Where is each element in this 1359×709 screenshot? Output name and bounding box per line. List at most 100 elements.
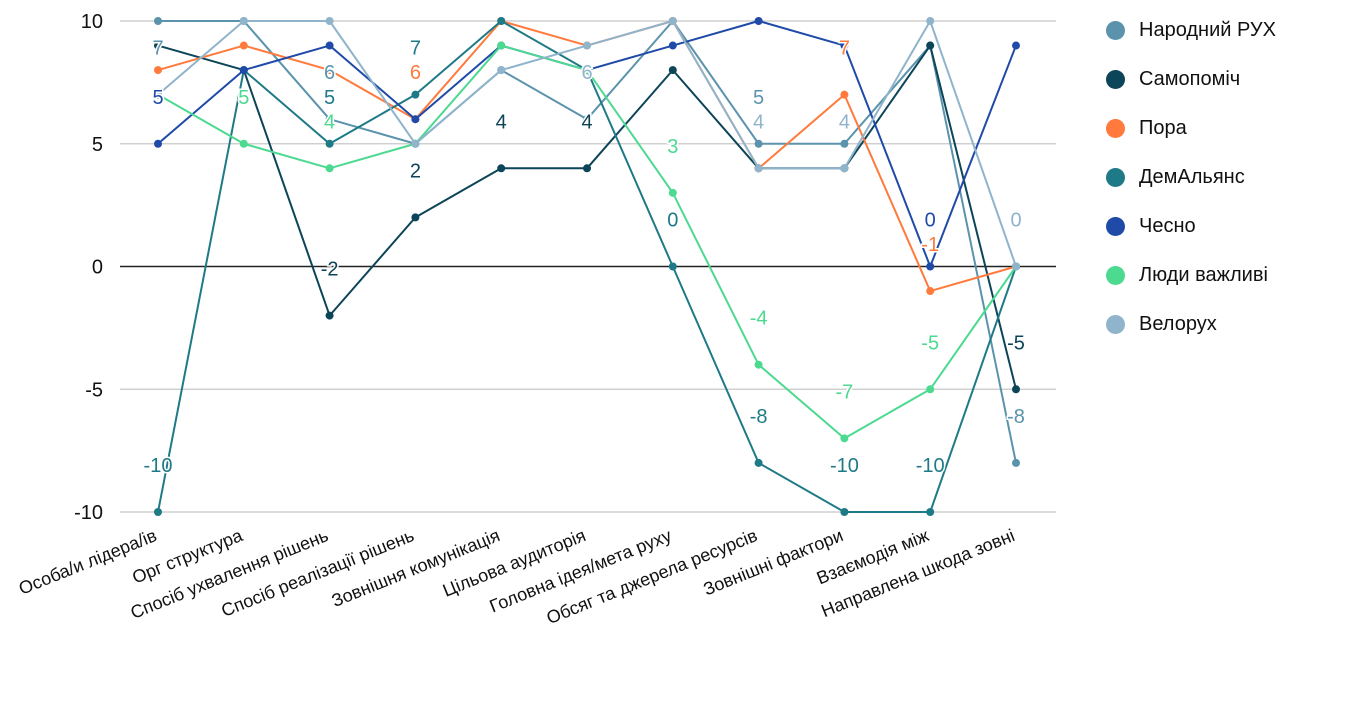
undefined: [497, 17, 506, 25]
legend-swatch: [1106, 119, 1125, 138]
undefined: [157, 44, 1017, 390]
data-label: -2: [321, 259, 339, 281]
data-label: 5: [324, 87, 335, 109]
y-tick-label: -5: [85, 379, 103, 401]
y-tick-label: 5: [92, 134, 103, 156]
data-label: 4: [839, 111, 850, 133]
legend-label: ДемАльянс: [1139, 166, 1245, 188]
data-label: 6: [581, 62, 592, 84]
legend-swatch: [1106, 217, 1125, 236]
undefined: [497, 41, 506, 50]
data-label: -7: [836, 381, 854, 403]
legend-swatch: [1106, 21, 1125, 40]
undefined: [325, 66, 334, 75]
data-label: -10: [144, 455, 173, 477]
data-label: -1: [921, 234, 939, 256]
x-tick-label: Зовнішні фактори: [700, 525, 845, 599]
undefined: [239, 66, 248, 75]
undefined: [325, 311, 334, 320]
data-label: 7: [839, 38, 850, 60]
undefined: [411, 213, 420, 222]
data-label: 6: [410, 62, 421, 84]
undefined: [158, 20, 1017, 464]
undefined: [325, 164, 334, 173]
undefined: [668, 262, 677, 271]
undefined: [583, 41, 591, 50]
undefined: [411, 139, 420, 148]
data-label: 4: [496, 111, 507, 133]
data-label: 4: [324, 111, 335, 133]
undefined: [497, 66, 506, 75]
undefined: [668, 41, 677, 50]
undefined: [239, 41, 248, 50]
undefined: [154, 41, 162, 50]
undefined: [840, 434, 849, 443]
undefined: [668, 66, 677, 75]
undefined: [926, 262, 935, 271]
undefined: [239, 139, 248, 148]
undefined: [668, 188, 677, 197]
legend-swatch: [1106, 266, 1125, 285]
legend-swatch: [1106, 168, 1125, 187]
undefined: [325, 139, 334, 148]
undefined: [154, 17, 162, 25]
data-label: 5: [753, 87, 764, 109]
undefined: [1012, 41, 1020, 50]
legend-label: Пора: [1139, 117, 1187, 139]
legend-label: Самопоміч: [1139, 68, 1241, 90]
undefined: [668, 17, 677, 25]
legend-item: Велорух: [1106, 300, 1276, 349]
undefined: [754, 458, 763, 467]
undefined: [754, 139, 763, 148]
undefined: [583, 66, 591, 75]
undefined: [239, 17, 248, 25]
legend-label: Велорух: [1139, 313, 1217, 335]
y-tick-label: -10: [74, 502, 103, 524]
legend-item: Народний РУХ: [1106, 6, 1276, 55]
data-label: 7: [152, 38, 163, 60]
legend-item: Пора: [1106, 104, 1276, 153]
undefined: [325, 115, 334, 124]
legend-swatch: [1106, 70, 1125, 89]
undefined: [583, 115, 591, 124]
data-label: 4: [581, 111, 592, 133]
undefined: [1012, 458, 1020, 467]
y-tick-label: 10: [81, 11, 103, 33]
legend-item: Самопоміч: [1106, 55, 1276, 104]
data-label: 0: [667, 210, 678, 232]
undefined: [926, 287, 935, 296]
undefined: [840, 41, 849, 50]
legend-label: Чесно: [1139, 215, 1196, 237]
data-label: 4: [753, 111, 764, 133]
data-label: -8: [750, 406, 768, 428]
legend-item: Люди важливі: [1106, 251, 1276, 300]
y-tick-label: 0: [92, 257, 103, 279]
legend-label: Народний РУХ: [1139, 19, 1276, 41]
undefined: [926, 17, 935, 25]
undefined: [411, 90, 420, 99]
undefined: [411, 115, 420, 124]
data-label: -4: [750, 308, 768, 330]
undefined: [325, 41, 334, 50]
data-label: 7: [410, 38, 421, 60]
undefined: [926, 385, 935, 394]
undefined: [497, 164, 506, 173]
data-label: 0: [925, 210, 936, 232]
legend-label: Люди важливі: [1139, 264, 1268, 286]
undefined: [1012, 262, 1020, 271]
undefined: [157, 44, 1017, 440]
legend-swatch: [1106, 315, 1125, 334]
undefined: [840, 164, 849, 173]
undefined: [754, 164, 763, 173]
data-label: -5: [1007, 332, 1025, 354]
data-label: 5: [238, 87, 249, 109]
undefined: [926, 41, 935, 50]
data-label: -10: [916, 455, 945, 477]
undefined: [154, 90, 162, 99]
data-label: 5: [152, 87, 163, 109]
undefined: [840, 90, 849, 99]
undefined: [583, 164, 591, 173]
legend: Народний РУХ Самопоміч Пора ДемАльянс Чесно Л…: [1106, 6, 1276, 349]
undefined: [154, 139, 162, 148]
